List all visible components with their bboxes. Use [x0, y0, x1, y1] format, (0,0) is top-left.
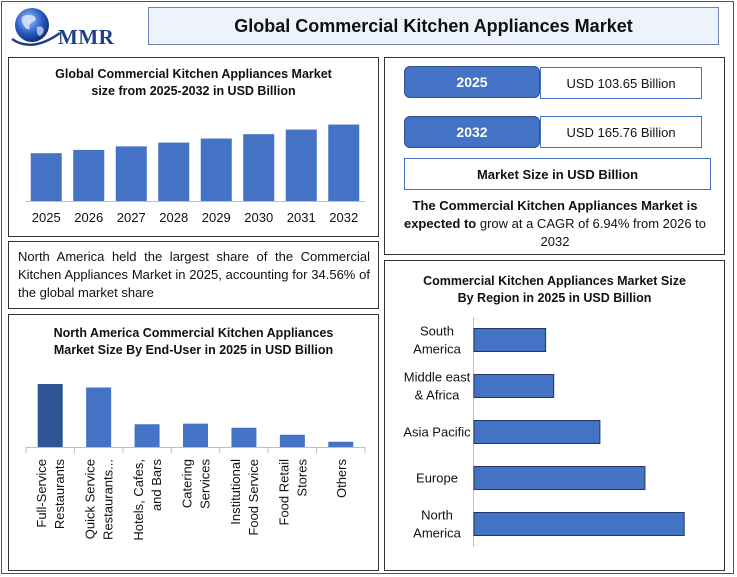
bar-enduser-6 — [328, 441, 354, 447]
tick-label-2029: 2029 — [202, 210, 231, 225]
year-2032-badge: 2032 — [404, 116, 540, 148]
tick-label-enduser-4: Food Service — [246, 459, 261, 536]
tick-label-enduser-2: Hotels, Cafes, — [131, 459, 146, 541]
bar-enduser-2 — [134, 424, 160, 447]
tick-label-enduser-0: Full-Service — [34, 459, 49, 528]
bar-2026 — [73, 149, 105, 201]
enduser-chart-title: North America Commercial Kitchen Applian… — [9, 325, 378, 359]
north-america-note: North America held the largest share of … — [18, 249, 370, 300]
bar-region-0 — [473, 328, 547, 352]
globe-icon — [11, 8, 61, 46]
bar-enduser-4 — [231, 427, 257, 447]
bar-region-4 — [473, 512, 685, 536]
tick-label-region-1: & Africa — [415, 388, 461, 403]
market-stats-panel: 2025 USD 103.65 Billion 2032 USD 165.76 … — [384, 57, 725, 255]
bar-enduser-1 — [86, 387, 112, 447]
bar-2025 — [30, 153, 62, 201]
tick-label-region-0: America — [413, 342, 461, 357]
tick-label-enduser-5: Stores — [294, 459, 309, 497]
bar-region-1 — [473, 374, 555, 398]
tick-label-region-2: Asia Pacific — [403, 425, 471, 440]
market-size-label: Market Size in USD Billion — [404, 158, 711, 190]
bar-2028 — [158, 142, 190, 201]
tick-label-enduser-1: Quick Service — [83, 459, 98, 539]
enduser-bar-chart: Full-Service Restaurants Quick Service Rest… — [25, 384, 366, 541]
brand-name: MMR — [58, 25, 115, 49]
global-chart-title-line-1: Global Commercial Kitchen Appliances Mar… — [55, 67, 332, 81]
bar-2029 — [200, 138, 232, 201]
value-2032: USD 165.76 Billion — [540, 116, 702, 148]
global-chart-title-line-2: size from 2025-2032 in USD Billion — [91, 84, 296, 98]
global-bar-chart: 2025 2026 2027 2028 2029 2030 2031 2032 — [25, 124, 365, 225]
tick-label-enduser-2: and Bars — [149, 459, 164, 512]
year-2025-badge: 2025 — [404, 66, 540, 98]
bar-2031 — [285, 129, 317, 201]
tick-label-enduser-5: Food Retail — [276, 459, 291, 526]
north-america-note-panel: North America held the largest share of … — [8, 241, 379, 309]
cagr-statement-rest: grow at a CAGR of 6.94% from 2026 to 203… — [479, 216, 707, 249]
brand-logo: MMR — [8, 5, 118, 53]
tick-label-enduser-3: Services — [198, 459, 213, 509]
region-chart-title-line-2: By Region in 2025 in USD Billion — [457, 291, 652, 305]
tick-label-region-4: North — [421, 508, 453, 523]
tick-label-2032: 2032 — [329, 210, 358, 225]
global-chart-panel: Global Commercial Kitchen Appliances Mar… — [8, 57, 379, 237]
region-bar-chart: South America Middle east & Africa Asia Paci… — [403, 317, 685, 547]
tick-label-enduser-0: Restaurants — [52, 459, 67, 530]
tick-label-2028: 2028 — [159, 210, 188, 225]
bar-region-2 — [473, 420, 601, 444]
page-title: Global Commercial Kitchen Appliances Mar… — [148, 7, 719, 45]
enduser-chart-title-line-2: Market Size By End-User in 2025 in USD B… — [53, 343, 334, 357]
enduser-chart-title-line-1: North America Commercial Kitchen Applian… — [53, 326, 334, 340]
tick-label-2025: 2025 — [32, 210, 61, 225]
region-chart-title: Commercial Kitchen Appliances Market Siz… — [385, 273, 724, 307]
tick-label-region-1: Middle east — [404, 370, 471, 385]
tick-label-region-4: America — [413, 526, 461, 541]
region-chart-title-line-1: Commercial Kitchen Appliances Market Siz… — [423, 274, 686, 288]
cagr-statement-bold: The Commercial Kitchen Appliances Market… — [403, 198, 698, 231]
tick-label-2026: 2026 — [74, 210, 103, 225]
tick-label-enduser-4: Institutional — [228, 459, 243, 525]
cagr-statement: The Commercial Kitchen Appliances Market… — [399, 197, 711, 251]
tick-label-enduser-3: Catering — [180, 459, 195, 508]
tick-label-2031: 2031 — [287, 210, 316, 225]
tick-label-region-3: Europe — [416, 471, 458, 486]
bar-enduser-5 — [279, 434, 305, 447]
enduser-chart-panel: North America Commercial Kitchen Applian… — [8, 314, 379, 571]
region-chart-panel: Commercial Kitchen Appliances Market Siz… — [384, 260, 725, 571]
value-2025: USD 103.65 Billion — [540, 67, 702, 99]
bar-enduser-3 — [183, 423, 208, 447]
tick-label-2030: 2030 — [244, 210, 273, 225]
bar-enduser-0 — [37, 384, 63, 447]
tick-label-region-0: South — [420, 324, 454, 339]
global-chart-title: Global Commercial Kitchen Appliances Mar… — [9, 66, 378, 100]
bar-2030 — [243, 134, 275, 201]
tick-label-enduser-6: Others — [334, 459, 349, 499]
bar-2032 — [328, 124, 360, 201]
bar-region-3 — [473, 466, 646, 490]
bar-2027 — [115, 146, 147, 201]
tick-label-2027: 2027 — [117, 210, 146, 225]
tick-label-enduser-1: Restaurants... — [101, 459, 116, 540]
